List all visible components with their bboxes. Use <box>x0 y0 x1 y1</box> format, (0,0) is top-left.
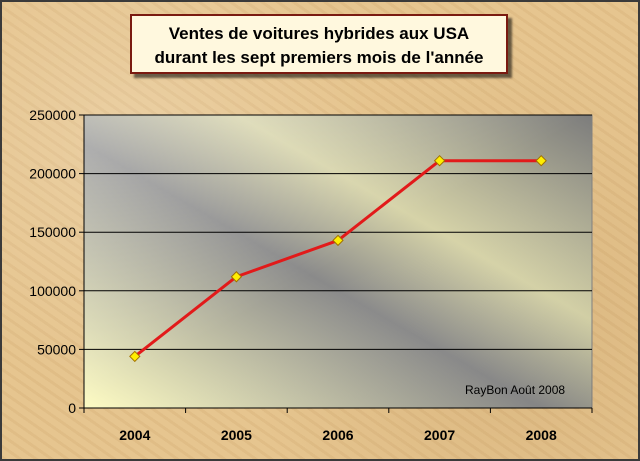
x-tick-labels: 2004 2005 2006 2007 2008 <box>119 427 557 443</box>
axes <box>79 114 593 413</box>
y-tick-label: 50000 <box>37 341 76 357</box>
chart-title: Ventes de voitures hybrides aux USA dura… <box>130 14 508 74</box>
y-tick-label: 100000 <box>29 283 76 299</box>
data-point <box>535 155 547 167</box>
data-point <box>332 234 344 247</box>
x-tick-label: 2004 <box>119 427 150 443</box>
gridlines <box>84 114 592 350</box>
x-tick-label: 2006 <box>322 427 353 443</box>
y-tick-labels: 0 50000 100000 150000 200000 250000 <box>29 107 76 416</box>
data-point <box>433 155 446 167</box>
x-tick-label: 2005 <box>221 427 252 443</box>
plot-sheen <box>84 115 592 408</box>
data-point <box>230 271 243 283</box>
x-tick-label: 2008 <box>526 427 557 443</box>
data-point <box>129 350 141 363</box>
y-tick-label: 250000 <box>29 107 76 123</box>
y-tick-label: 0 <box>68 400 76 416</box>
y-tick-label: 150000 <box>29 224 76 240</box>
chart-title-line-1: Ventes de voitures hybrides aux USA <box>168 24 470 43</box>
series <box>129 155 547 363</box>
x-tick-label: 2007 <box>424 427 455 443</box>
chart-title-line-2: durant les sept premiers mois de l'année <box>154 48 484 67</box>
y-tick-label: 200000 <box>29 166 76 182</box>
chart-annotation: RayBon Août 2008 <box>465 383 565 397</box>
